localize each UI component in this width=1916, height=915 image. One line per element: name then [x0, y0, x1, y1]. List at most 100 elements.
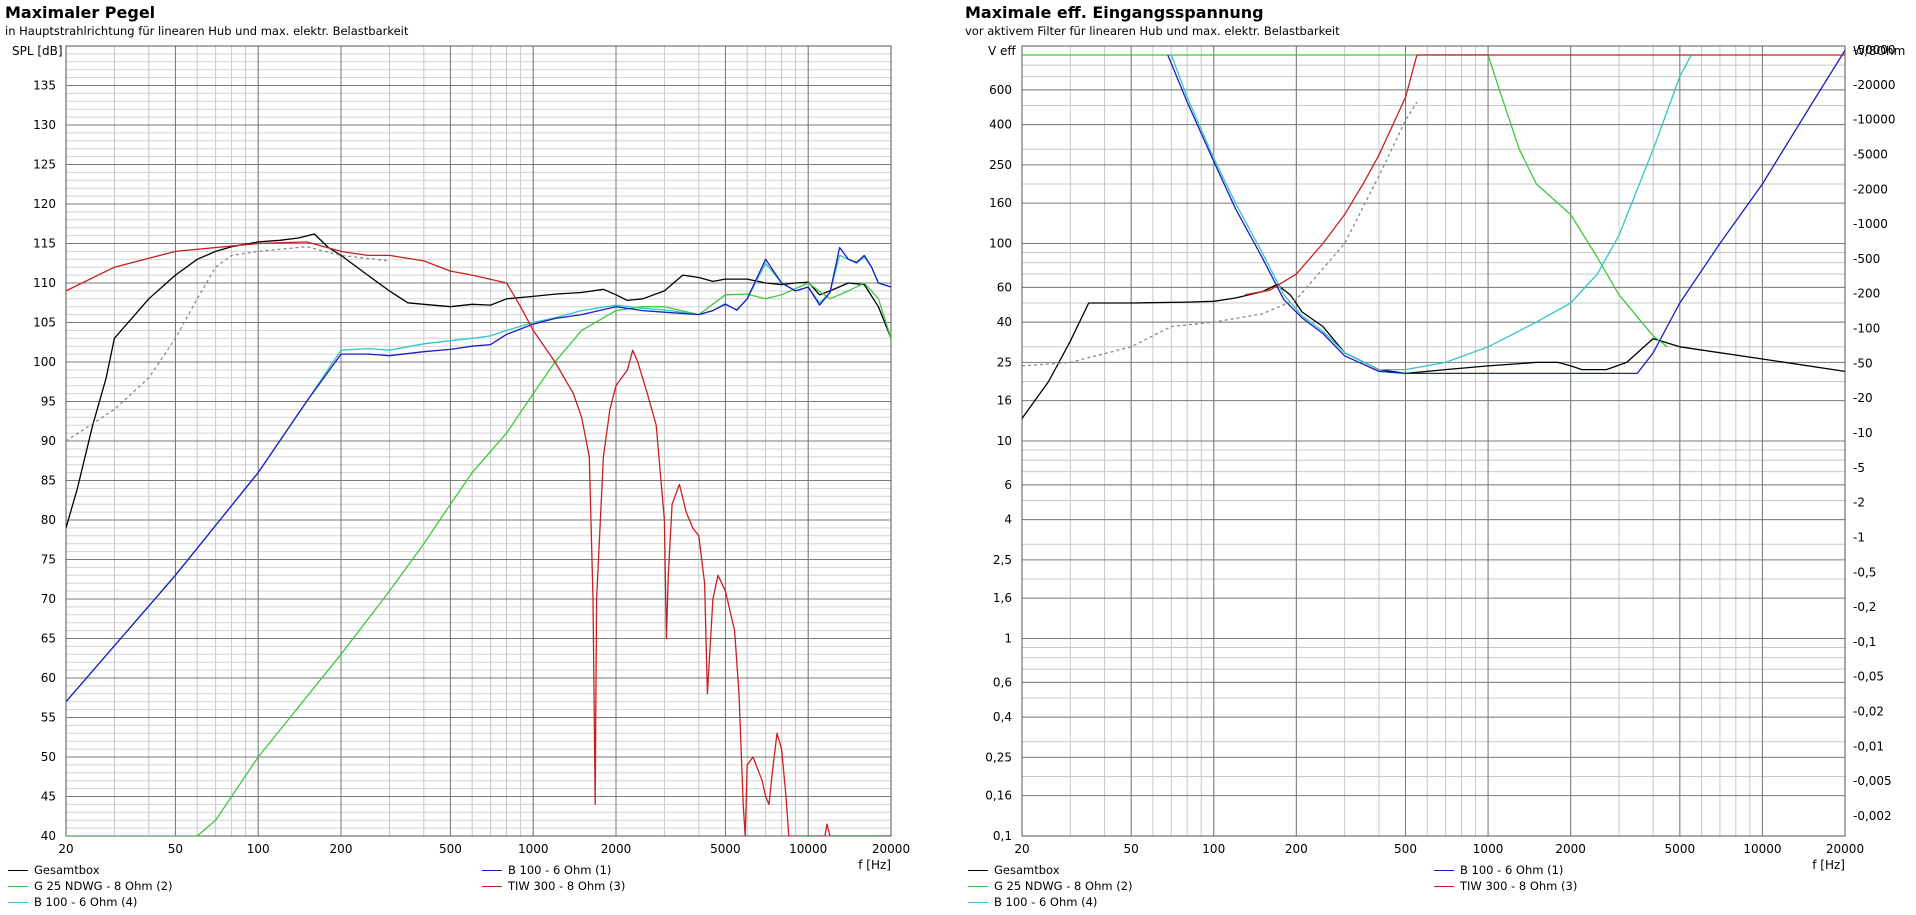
series-line-b-100-6-ohm-1 — [66, 246, 891, 703]
y-tick-label: 70 — [41, 592, 56, 606]
y2-tick-label: -0,002 — [1853, 809, 1892, 823]
legend-label: B 100 - 6 Ohm (1) — [508, 863, 612, 877]
y-tick-label: 40 — [41, 829, 56, 843]
y2-tick-label: -20 — [1853, 391, 1873, 405]
x-tick-label: 5000 — [1665, 842, 1696, 856]
y-tick-label: 400 — [989, 118, 1012, 132]
x-tick-label: 50 — [1124, 842, 1139, 856]
series-line-g-25-ndwg-8-ohm-2 — [1022, 54, 1668, 348]
y2-tick-label: -50000 — [1853, 43, 1896, 57]
legend-swatch — [482, 870, 502, 871]
y-tick-label: 0,1 — [993, 829, 1012, 843]
y-tick-label: 0,6 — [993, 675, 1012, 689]
series-line-tiw-300-8-ohm-3 — [66, 241, 891, 836]
legend-item-tiw300-3: TIW 300 - 8 Ohm (3) — [482, 879, 625, 893]
y2-axis-label: W/8Ohm — [1853, 44, 1905, 58]
x-tick-label: 20000 — [1826, 842, 1864, 856]
y2-tick-label: -5 — [1853, 461, 1865, 475]
chart-title: Maximaler Pegel — [5, 3, 156, 22]
y-tick-label: 160 — [989, 196, 1012, 210]
y-tick-label: 60 — [997, 280, 1012, 294]
legend-item-gesamtbox: Gesamtbox — [968, 863, 1060, 877]
y-axis-label: V eff — [988, 44, 1016, 58]
legend-item-b100-4: B 100 - 6 Ohm (4) — [968, 895, 1097, 909]
x-tick-label: 5000 — [710, 842, 741, 856]
y2-tick-label: -0,05 — [1853, 670, 1884, 684]
legend-label: TIW 300 - 8 Ohm (3) — [508, 879, 626, 893]
x-tick-label: 200 — [1285, 842, 1308, 856]
y-tick-label: 2,5 — [993, 553, 1012, 567]
y2-tick-label: -0,2 — [1853, 600, 1876, 614]
y2-tick-label: -10000 — [1853, 113, 1896, 127]
chart-title: Maximale eff. Eingangsspannung — [965, 3, 1264, 22]
y2-tick-label: -0,5 — [1853, 565, 1876, 579]
y2-tick-label: -10 — [1853, 426, 1873, 440]
x-tick-label: 2000 — [601, 842, 632, 856]
grid — [65, 45, 892, 837]
y-tick-label: 80 — [41, 513, 56, 527]
series-line-gesamtbox — [1022, 283, 1845, 419]
legend-label: Gesamtbox — [994, 863, 1060, 877]
series-line-b-100-6-ohm-4 — [66, 254, 891, 703]
y2-tick-label: -20000 — [1853, 78, 1896, 92]
legend-label: Gesamtbox — [34, 863, 100, 877]
series-line-reference-dashed — [1022, 101, 1418, 367]
series-line-b-100-6-ohm-1 — [1167, 50, 1845, 375]
chart-subtitle: vor aktivem Filter für linearen Hub und … — [965, 24, 1340, 38]
y-tick-label: 45 — [41, 790, 56, 804]
y-tick-label: 135 — [33, 79, 56, 93]
y2-tick-label: -0,01 — [1853, 739, 1884, 753]
legend-swatch — [968, 902, 988, 903]
legend-swatch — [8, 886, 28, 887]
x-tick-label: 500 — [1394, 842, 1417, 856]
y2-tick-label: -100 — [1853, 322, 1880, 336]
y-tick-label: 75 — [41, 553, 56, 567]
y-tick-label: 130 — [33, 118, 56, 132]
y-tick-label: 100 — [989, 237, 1012, 251]
y2-tick-label: -0,005 — [1853, 774, 1892, 788]
y-tick-label: 600 — [989, 83, 1012, 97]
series-line-tiw-300-8-ohm-3 — [1244, 54, 1845, 296]
legend-swatch — [968, 870, 988, 871]
chart-panel-max-spl: Maximaler Pegel in Hauptstrahlrichtung f… — [0, 0, 940, 915]
chart-legend: Gesamtbox B 100 - 6 Ohm (1) G 25 NDWG - … — [0, 863, 940, 915]
y-tick-label: 40 — [997, 315, 1012, 329]
x-tick-label: 2000 — [1555, 842, 1586, 856]
y-tick-label: 1 — [1004, 632, 1012, 646]
x-tick-label: 1000 — [1473, 842, 1504, 856]
y-tick-label: 6 — [1004, 478, 1012, 492]
chart-subtitle: in Hauptstrahlrichtung für linearen Hub … — [5, 24, 409, 38]
y-tick-label: 90 — [41, 434, 56, 448]
legend-swatch — [968, 886, 988, 887]
legend-item-tiw300-3: TIW 300 - 8 Ohm (3) — [1434, 879, 1577, 893]
y-tick-label: 110 — [33, 276, 56, 290]
y2-tick-label: -50 — [1853, 356, 1873, 370]
y-tick-label: 25 — [997, 355, 1012, 369]
x-tick-label: 10000 — [789, 842, 827, 856]
x-tick-label: 10000 — [1743, 842, 1781, 856]
y2-tick-label: -1000 — [1853, 217, 1888, 231]
y2-tick-label: -500 — [1853, 252, 1880, 266]
x-tick-label: 100 — [247, 842, 270, 856]
legend-swatch — [482, 886, 502, 887]
legend-swatch — [1434, 870, 1454, 871]
legend-swatch — [8, 902, 28, 903]
y-tick-label: 0,25 — [985, 750, 1012, 764]
y-tick-label: 60 — [41, 671, 56, 685]
grid — [1021, 45, 1846, 837]
legend-item-gesamtbox: Gesamtbox — [8, 863, 100, 877]
legend-label: B 100 - 6 Ohm (4) — [34, 895, 138, 909]
y-tick-label: 16 — [997, 394, 1012, 408]
series-line-gesamtbox — [66, 233, 891, 529]
x-tick-label: 200 — [330, 842, 353, 856]
legend-swatch — [8, 870, 28, 871]
x-tick-label: 1000 — [518, 842, 549, 856]
x-tick-label: 20 — [1014, 842, 1029, 856]
x-tick-label: 20000 — [872, 842, 910, 856]
legend-label: G 25 NDWG - 8 Ohm (2) — [34, 879, 173, 893]
legend-label: B 100 - 6 Ohm (4) — [994, 895, 1098, 909]
series-group — [1022, 50, 1845, 419]
y-tick-label: 0,16 — [985, 789, 1012, 803]
legend-label: TIW 300 - 8 Ohm (3) — [1460, 879, 1578, 893]
legend-swatch — [1434, 886, 1454, 887]
